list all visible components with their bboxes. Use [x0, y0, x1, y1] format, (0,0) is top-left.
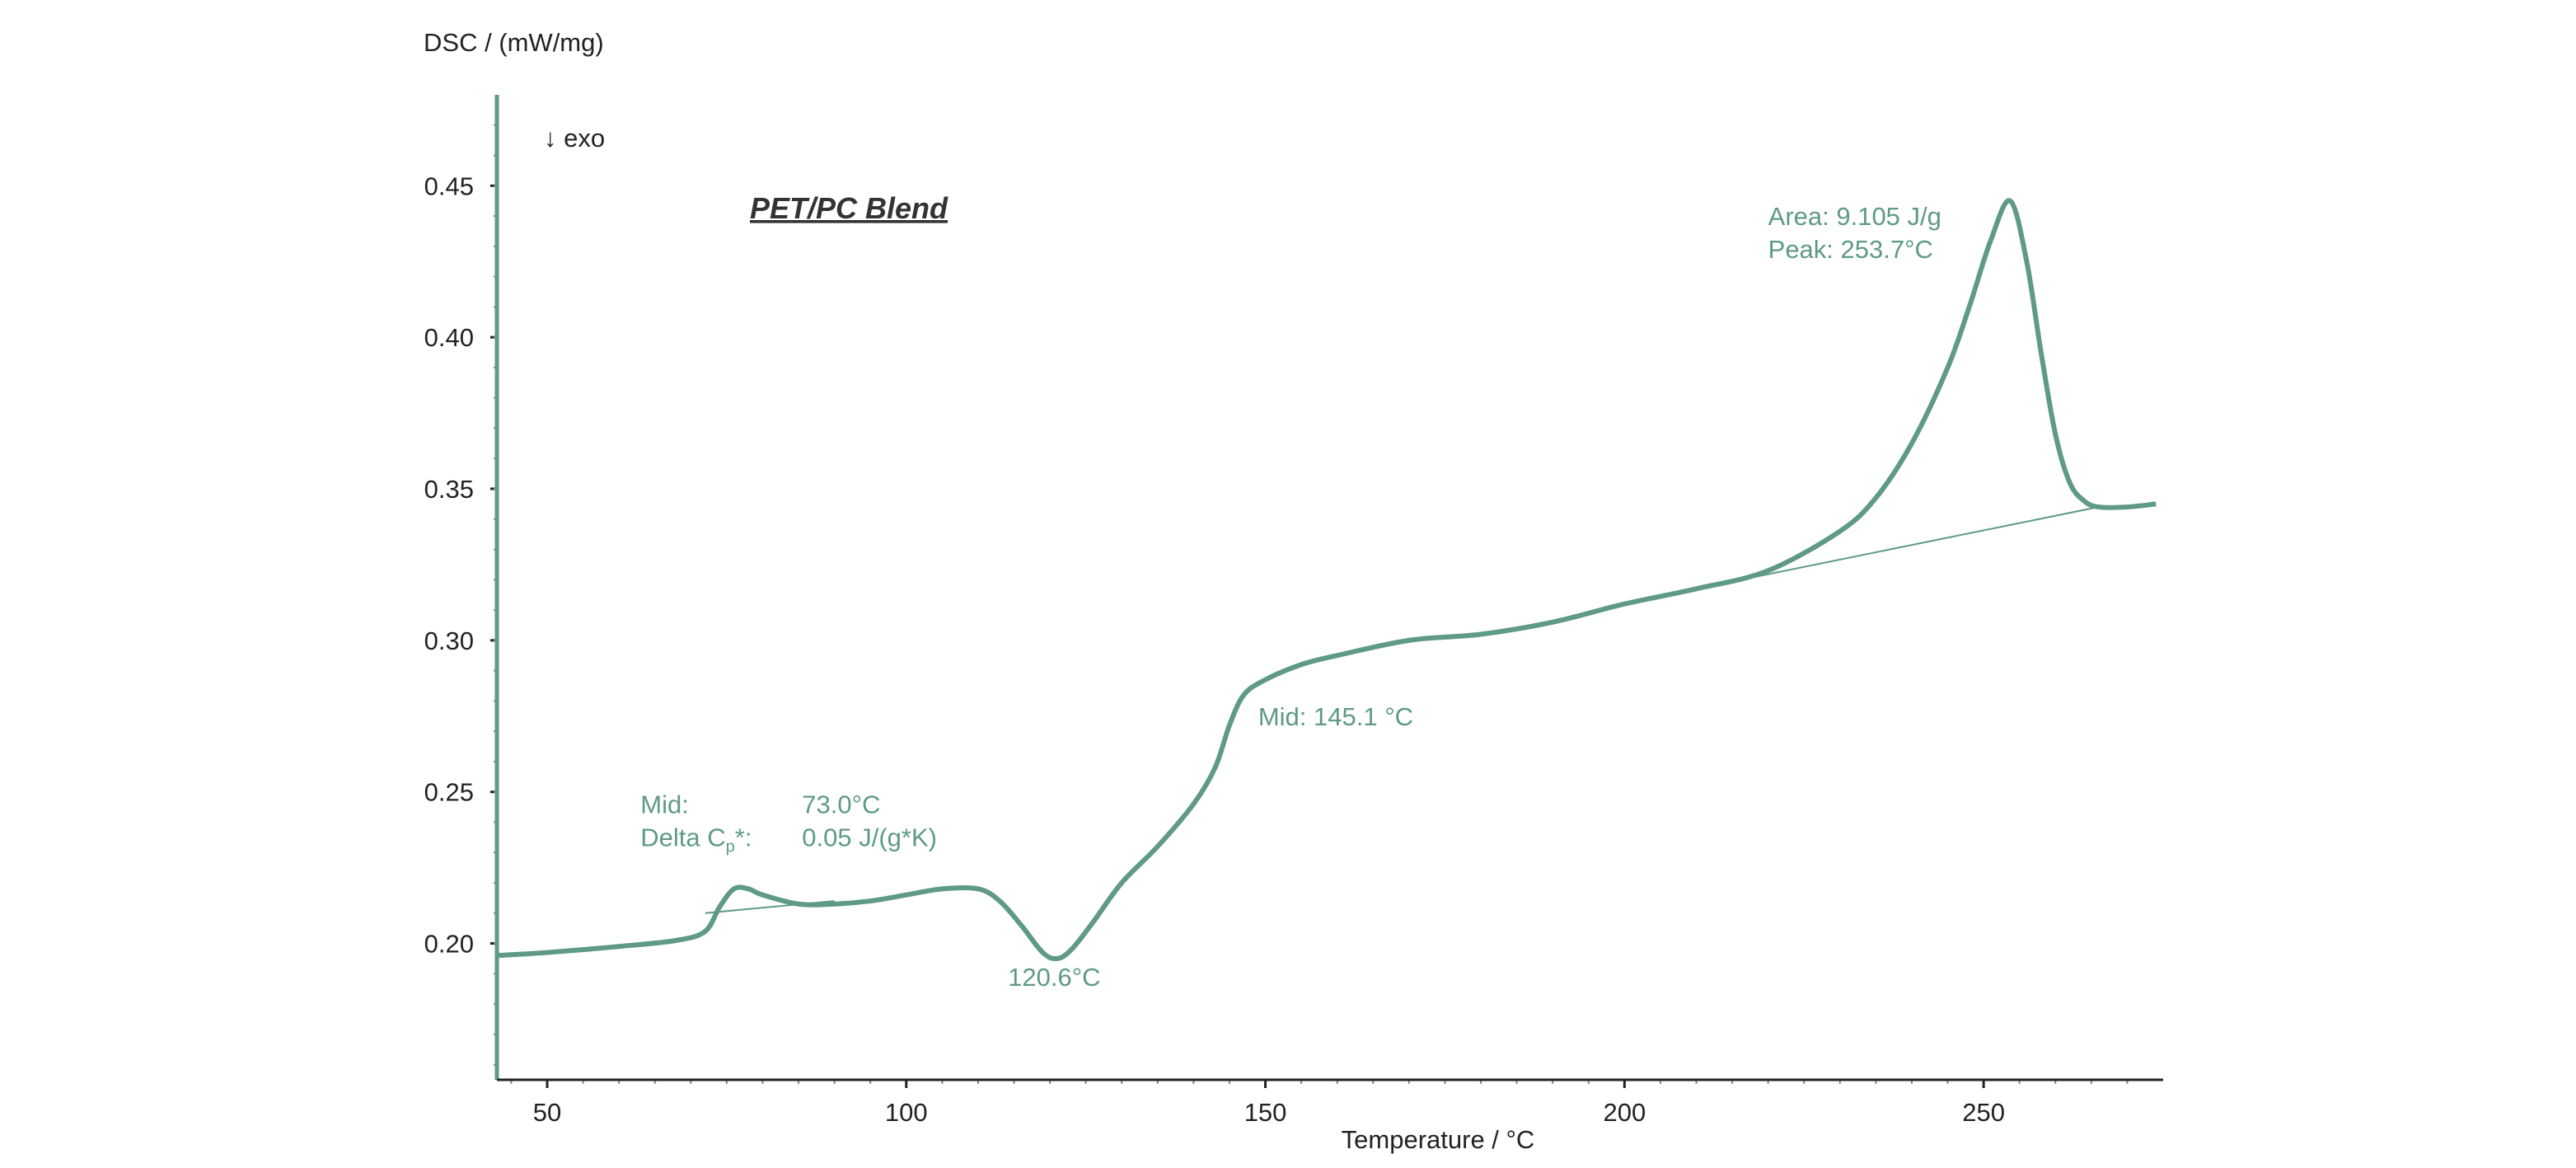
annotation-value: 73.0°C [802, 790, 880, 819]
x-axis-ticks: 50 100 150 200 250 [510, 1080, 2129, 1127]
annotation-label: Mid: [640, 790, 689, 819]
annotation-label: 120.6°C [1008, 963, 1100, 992]
y-tick-label: 0.45 [424, 171, 474, 200]
y-tick-label: 0.25 [424, 778, 474, 807]
y-axis-ticks: 0.20 0.25 0.30 0.35 0.40 0.45 [424, 124, 499, 1066]
x-tick-label: 150 [1244, 1098, 1287, 1127]
x-tick-label: 50 [533, 1098, 561, 1127]
exo-direction-note: ↓ exo [544, 124, 605, 152]
y-axis-label: DSC / (mW/mg) [424, 28, 604, 57]
x-tick-label: 200 [1603, 1098, 1646, 1127]
annotation-label: Area: 9.105 J/g [1768, 202, 1941, 231]
annotation-label: Peak: 253.7°C [1768, 235, 1933, 264]
annotation-label: Delta Cp*: [640, 823, 752, 856]
x-axis-label: Temperature / °C [1342, 1125, 1535, 1154]
dsc-curve [496, 198, 2157, 962]
y-tick-label: 0.40 [424, 323, 474, 352]
x-tick-label: 250 [1962, 1098, 2005, 1127]
y-tick-label: 0.20 [424, 930, 474, 959]
y-tick-label: 0.30 [424, 626, 474, 655]
chart-title: PET/PC Blend [750, 191, 948, 225]
x-tick-label: 100 [885, 1098, 928, 1127]
y-tick-label: 0.35 [424, 475, 474, 504]
annotations: Mid: 73.0°C Delta Cp*: 0.05 J/(g*K) 120.6°C M… [640, 202, 1941, 992]
baseline-line [1696, 506, 2099, 590]
annotation-label: Mid: 145.1 °C [1258, 702, 1413, 731]
annotation-value: 0.05 J/(g*K) [802, 823, 937, 851]
